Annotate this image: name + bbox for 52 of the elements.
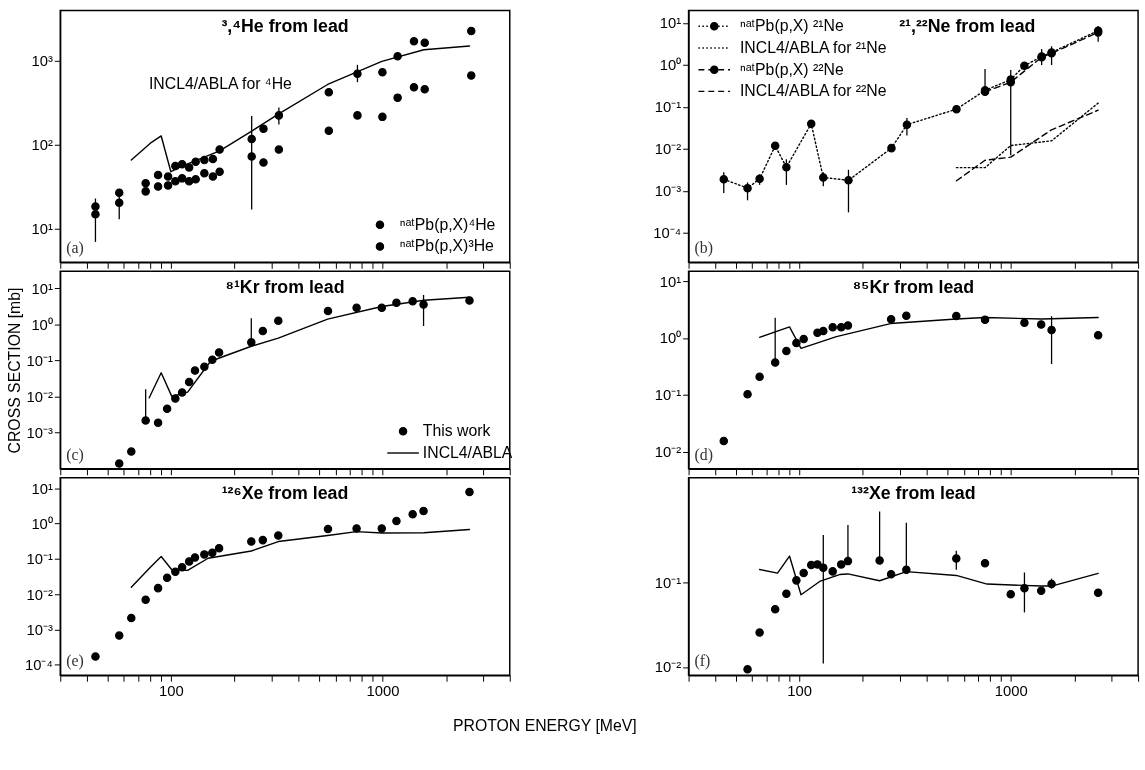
legend-label: This work [422, 422, 491, 440]
chart-title: ²¹,²²Ne from lead [899, 16, 1036, 37]
y-tick-label: 10¹ [659, 273, 682, 290]
chart-title: ³,⁴He from lead [221, 16, 349, 37]
x-tick-label: 100 [159, 682, 184, 699]
y-tick-label: 10⁻² [654, 141, 682, 158]
y-tick-label: 10⁰ [31, 516, 53, 533]
x-tick-label: 1000 [994, 682, 1028, 699]
y-tick-label: 10⁻² [654, 444, 682, 461]
y-tick-label: 10¹ [31, 280, 53, 297]
y-tick-label: 10⁻² [654, 659, 682, 676]
y-tick-label: 10⁻¹ [654, 99, 682, 116]
y-tick-label: 10¹ [31, 480, 53, 497]
annotation: (c) [66, 445, 84, 464]
y-tick-label: 10⁻³ [654, 183, 682, 200]
y-tick-label: 10⁰ [659, 57, 682, 74]
y-tick-label: 10⁻² [26, 389, 53, 406]
legend-label: ⁿᵃᵗPb(p,X)³He [399, 237, 495, 255]
y-tick-label: 10⁻³ [26, 425, 53, 442]
y-tick-label: 10¹ [31, 221, 53, 238]
annotation: (b) [694, 239, 713, 258]
annotation: (d) [694, 445, 713, 464]
legend-label: INCL4/ABLA for ²¹Ne [739, 38, 887, 56]
legend-label: ⁿᵃᵗPb(p,X) ²²Ne [739, 60, 844, 78]
y-tick-label: 10⁻⁴ [653, 225, 682, 242]
y-tick-label: 10⁻¹ [654, 574, 682, 591]
legend-label: INCL4/ABLA for ²²Ne [739, 82, 887, 100]
chart-title: ⁸⁵Kr from lead [852, 276, 975, 297]
y-tick-label: 10⁻¹ [654, 387, 682, 404]
legend-label: ⁿᵃᵗPb(p,X) ²¹Ne [739, 17, 844, 35]
chart-title: ¹³²Xe from lead [851, 483, 976, 504]
y-tick-label: 10⁻² [26, 586, 53, 603]
y-tick-label: 10⁻¹ [26, 551, 53, 568]
legend-label: ⁿᵃᵗPb(p,X)⁴He [399, 215, 496, 233]
annotation: (a) [66, 239, 84, 258]
annotation: (e) [66, 652, 84, 671]
y-tick-label: 10⁻⁴ [25, 657, 53, 674]
chart-title: ⁸¹Kr from lead [225, 276, 345, 297]
y-tick-label: 10² [31, 137, 53, 154]
y-tick-label: 10⁻¹ [26, 353, 53, 370]
annotation: INCL4/ABLA for ⁴He [148, 75, 293, 93]
y-axis-title: CROSS SECTION [mb] [5, 287, 23, 454]
y-tick-label: 10³ [31, 53, 53, 70]
x-tick-label: 1000 [366, 682, 400, 699]
y-tick-label: 10⁰ [659, 330, 682, 347]
x-tick-label: 100 [787, 682, 813, 699]
y-tick-label: 10¹ [659, 15, 682, 32]
y-tick-label: 10⁻³ [26, 621, 53, 638]
chart-title: ¹²⁶Xe from lead [221, 483, 349, 504]
annotation: (f) [694, 652, 711, 671]
y-tick-label: 10⁰ [31, 316, 53, 333]
x-axis-title: PROTON ENERGY [MeV] [452, 717, 637, 735]
